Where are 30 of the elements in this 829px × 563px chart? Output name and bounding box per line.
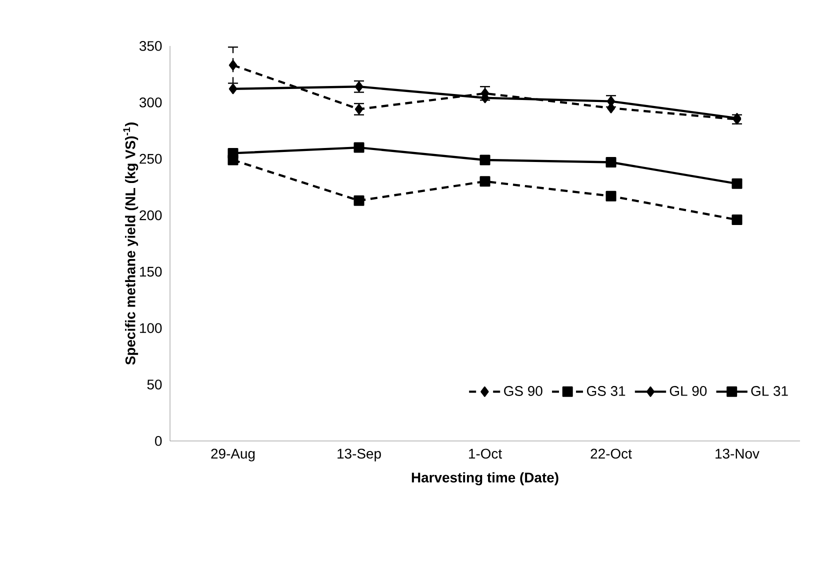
y-tick-label: 300 [139,97,162,108]
x-tick-label: 29-Aug [211,448,255,462]
y-tick-label: 150 [140,266,162,277]
y-tick-label: 250 [140,154,162,164]
point [354,195,364,206]
point [354,142,364,153]
point [732,178,742,189]
y-tick-label: 50 [147,380,162,390]
point [606,190,616,202]
legend-label: GS 31 [586,386,626,396]
point [228,60,238,70]
y-tick-label: 100 [140,323,162,334]
point [732,214,742,226]
x-tick-label: 1-Oct [469,448,502,459]
point [228,148,238,158]
legend-label: GL 31 [751,386,788,396]
y-tick-label: 350 [139,41,162,51]
point [480,176,490,187]
x-tick-label: 13-Nov [716,448,760,459]
x-tick-label: 13-Sep [338,448,381,462]
y-tick-label: 200 [140,210,162,220]
legend-label: GL 90 [670,386,707,396]
point [606,156,616,168]
legend-label: GS 90 [504,386,542,396]
x-tick-label: 22-Oct [590,448,632,459]
y-axis-title: Specific methane yield (NL (kg VS)$^{-1}$) [123,122,138,365]
y-tick-label: 0 [155,436,162,446]
point [228,84,238,94]
x-axis-title: Harvesting time (Date) [412,472,558,486]
point [480,154,490,166]
